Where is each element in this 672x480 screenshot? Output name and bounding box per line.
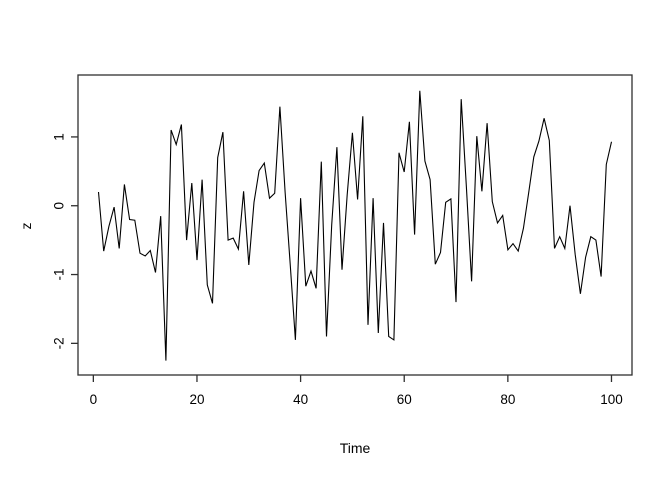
y-tick-label: 0 (52, 202, 67, 210)
x-axis-title-text: Time (339, 440, 371, 456)
y-axis: -2 -1 0 1 (52, 133, 78, 349)
y-axis-title: z (18, 222, 34, 230)
x-axis-title: Time (0, 440, 672, 456)
x-tick-label: 60 (397, 392, 412, 407)
x-axis: 0 20 40 60 80 100 (90, 375, 623, 407)
x-tick-label: 80 (500, 392, 515, 407)
series-line (97, 90, 613, 361)
x-tick-label: 20 (189, 392, 204, 407)
y-tick-label: -1 (52, 269, 67, 281)
plot-box-border (77, 74, 633, 376)
y-tick-label: 1 (52, 133, 67, 141)
x-tick-label: 40 (293, 392, 308, 407)
x-tick-label: 0 (90, 392, 98, 407)
x-tick-label: 100 (600, 392, 623, 407)
y-tick-label: -2 (52, 337, 67, 349)
